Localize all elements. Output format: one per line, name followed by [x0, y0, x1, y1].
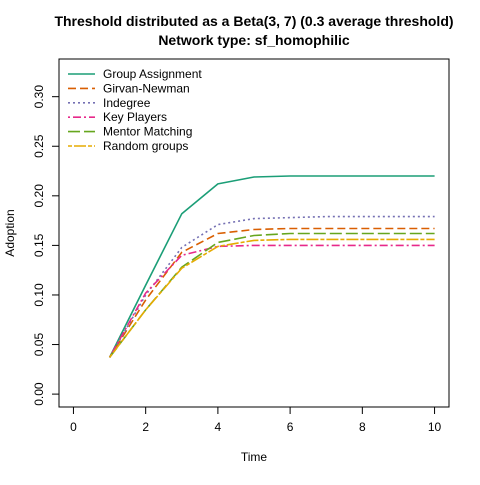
- series-line-indegree: [108, 215, 435, 358]
- legend-label: Random groups: [103, 139, 188, 153]
- x-tick-label: 8: [359, 420, 366, 434]
- legend-label: Indegree: [103, 96, 151, 110]
- y-tick-label: 0.30: [32, 85, 46, 109]
- x-tick-label: 2: [142, 420, 149, 434]
- y-tick-label: 0.10: [32, 283, 46, 307]
- x-tick-label: 10: [428, 420, 442, 434]
- y-tick-label: 0.15: [32, 233, 46, 257]
- legend-label: Mentor Matching: [103, 125, 192, 139]
- y-tick-label: 0.05: [32, 333, 46, 357]
- series-line-group-assignment: [108, 175, 435, 358]
- legend-label: Girvan-Newman: [103, 81, 190, 95]
- x-tick-label: 0: [70, 420, 77, 434]
- series-line-girvan-newman: [108, 227, 435, 358]
- series-line-key-players: [108, 244, 435, 358]
- x-tick-label: 4: [215, 420, 222, 434]
- legend-label: Key Players: [103, 110, 167, 124]
- y-tick-label: 0.20: [32, 184, 46, 208]
- chart-title: Threshold distributed as a Beta(3, 7) (0…: [54, 13, 453, 29]
- legend-label: Group Assignment: [103, 67, 202, 81]
- plot-area: 0 2 4 6 8 10 0.00 0.05 0.10 0.15 0.20 0.25 0.30 Group…: [32, 58, 450, 434]
- x-axis-label: Time: [241, 450, 268, 464]
- chart-subtitle: Network type: sf_homophilic: [158, 32, 350, 48]
- y-tick-label: 0.00: [32, 382, 46, 406]
- y-axis-label: Adoption: [3, 209, 17, 256]
- y-tick-label: 0.25: [32, 134, 46, 158]
- x-tick-label: 6: [287, 420, 294, 434]
- series-line-random-groups: [108, 238, 435, 358]
